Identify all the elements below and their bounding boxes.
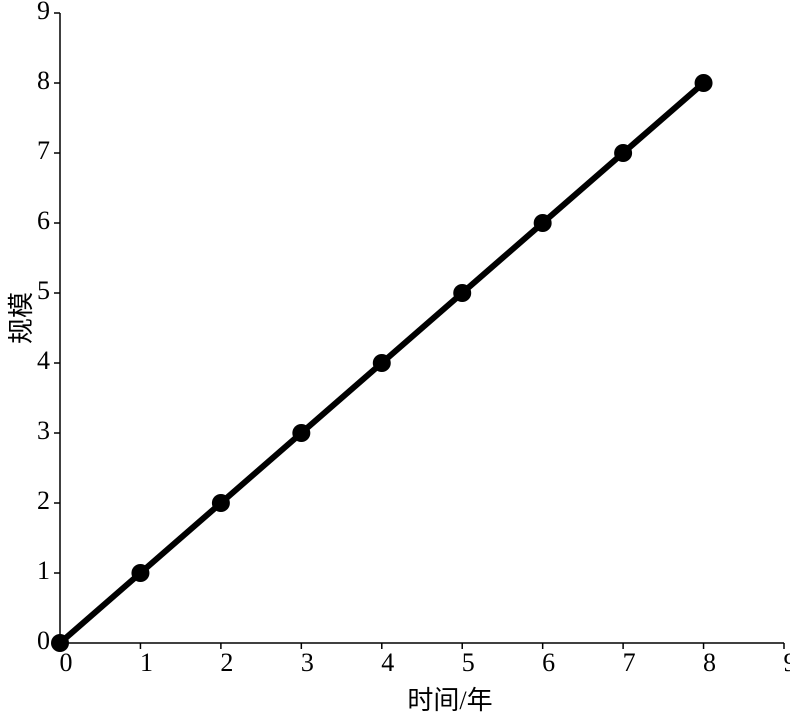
x-tick-label: 0	[60, 648, 73, 677]
x-tick-label: 5	[462, 648, 475, 677]
y-tick-label: 4	[37, 346, 50, 375]
y-tick-label: 1	[37, 556, 50, 585]
marker	[51, 634, 69, 652]
marker	[292, 424, 311, 442]
x-tick-label: 3	[301, 648, 314, 677]
marker	[694, 74, 713, 92]
x-tick-label: 1	[140, 648, 153, 677]
x-axis-label: 时间/年	[407, 686, 492, 715]
y-tick-label: 3	[37, 416, 50, 445]
x-tick-label: 2	[220, 648, 233, 677]
x-tick-label: 8	[703, 648, 716, 677]
y-tick-label: 7	[37, 136, 50, 165]
marker	[533, 214, 552, 232]
y-tick-label: 6	[37, 206, 50, 235]
y-tick-label: 0	[37, 626, 50, 655]
y-tick-label: 9	[37, 0, 50, 25]
marker	[453, 284, 472, 302]
marker	[131, 564, 150, 582]
x-tick-label: 7	[623, 648, 636, 677]
y-axis-label: 规模	[7, 292, 36, 344]
x-tick-label: 9	[784, 648, 790, 677]
marker	[211, 494, 230, 512]
x-tick-label: 6	[542, 648, 555, 677]
y-tick-label: 5	[37, 276, 50, 305]
marker	[372, 354, 391, 372]
x-tick-label: 4	[381, 648, 394, 677]
y-tick-label: 2	[37, 486, 50, 515]
y-tick-label: 8	[37, 66, 50, 95]
marker	[614, 144, 633, 162]
